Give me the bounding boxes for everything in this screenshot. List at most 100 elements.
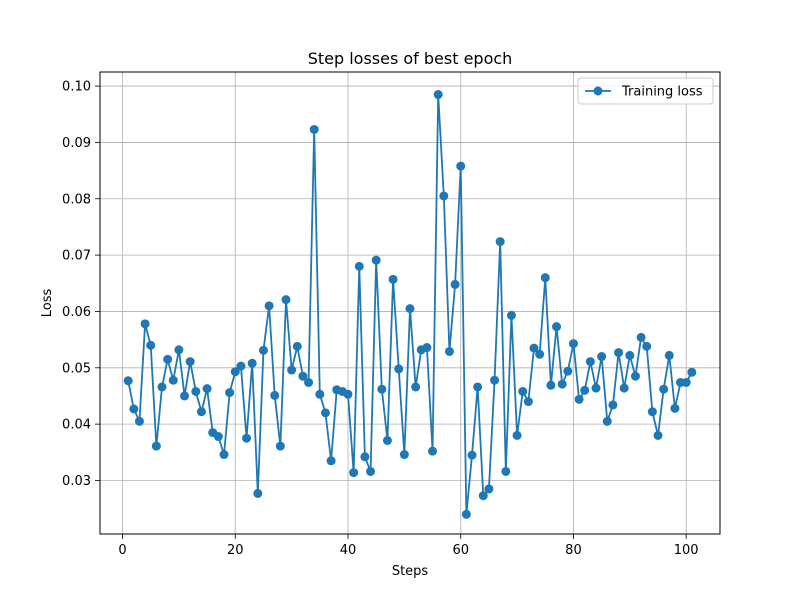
data-point [591,383,601,393]
data-point [366,466,376,476]
data-point [219,450,229,460]
data-point [298,371,308,381]
data-point [433,90,443,100]
data-point [315,389,325,399]
x-tick-label: 0 [118,543,126,558]
data-point [647,407,657,417]
data-point [687,367,697,377]
data-point [371,255,381,265]
data-point [422,343,432,353]
data-point [394,364,404,374]
data-point [411,382,421,392]
data-point [151,441,161,451]
data-point [292,341,302,351]
data-point [625,350,635,360]
data-point [495,237,505,247]
data-point [490,375,500,385]
data-point [461,509,471,519]
legend: Training loss [577,77,714,105]
legend-marker-swatch [593,86,603,96]
data-point [304,377,314,387]
data-point [213,432,223,442]
data-point [681,377,691,387]
data-point [157,382,167,392]
y-tick-label: 0.09 [62,136,91,151]
data-point [320,408,330,418]
data-point [258,345,268,355]
data-point [343,389,353,399]
data-point [247,358,257,368]
x-tick-label: 40 [340,543,357,558]
data-point [236,361,246,371]
data-point [501,466,511,476]
legend-label: Training loss [621,85,703,100]
y-tick-label: 0.05 [62,361,91,376]
data-point [642,341,652,351]
x-tick-label: 80 [565,543,582,558]
data-point [540,273,550,283]
data-point [518,386,528,396]
data-point [146,340,156,350]
y-tick-label: 0.07 [62,249,91,264]
data-point [529,343,539,353]
data-point [614,348,624,358]
chart-title: Step losses of best epoch [308,49,513,68]
data-point [326,456,336,466]
data-point [349,468,359,478]
x-tick-label: 100 [674,543,699,558]
data-point [619,383,629,393]
data-point [512,430,522,440]
x-axis-label: Steps [392,564,429,579]
x-axis-ticks: 0 20 40 60 80 100 [118,534,699,558]
data-point [174,345,184,355]
data-point [456,161,466,171]
data-point [535,349,545,359]
data-point [664,350,674,360]
data-point [552,322,562,332]
y-tick-label: 0.04 [62,418,91,433]
x-tick-label: 60 [452,543,469,558]
data-point [568,339,578,349]
data-point [180,391,190,401]
data-point [225,388,235,398]
data-point [428,446,438,456]
data-point [670,403,680,413]
data-point [546,380,556,390]
data-point [360,452,370,462]
y-tick-label: 0.06 [62,305,91,320]
data-point [574,394,584,404]
data-point [309,124,319,134]
data-point [473,382,483,392]
legend-box [577,77,714,105]
y-tick-label: 0.10 [62,80,91,95]
data-point [281,295,291,305]
x-tick-label: 20 [227,543,244,558]
data-point [444,346,454,356]
data-point [185,357,195,367]
y-tick-label: 0.03 [62,474,91,489]
data-point [630,371,640,381]
data-point [377,384,387,394]
y-tick-label: 0.08 [62,192,91,207]
data-point [602,416,612,426]
data-point [563,366,573,376]
data-point [478,491,488,501]
data-point [399,450,409,460]
data-point [439,191,449,201]
data-point [275,441,285,451]
data-point [506,310,516,320]
data-point [134,416,144,426]
data-point [597,352,607,362]
data-point [523,397,533,407]
data-point [467,450,477,460]
data-point [382,435,392,445]
data-point [140,319,150,329]
data-point [253,488,263,498]
data-point [202,384,212,394]
data-point [196,407,206,417]
data-point [264,301,274,311]
data-point [270,390,280,400]
data-point [191,386,201,396]
data-point [636,332,646,342]
